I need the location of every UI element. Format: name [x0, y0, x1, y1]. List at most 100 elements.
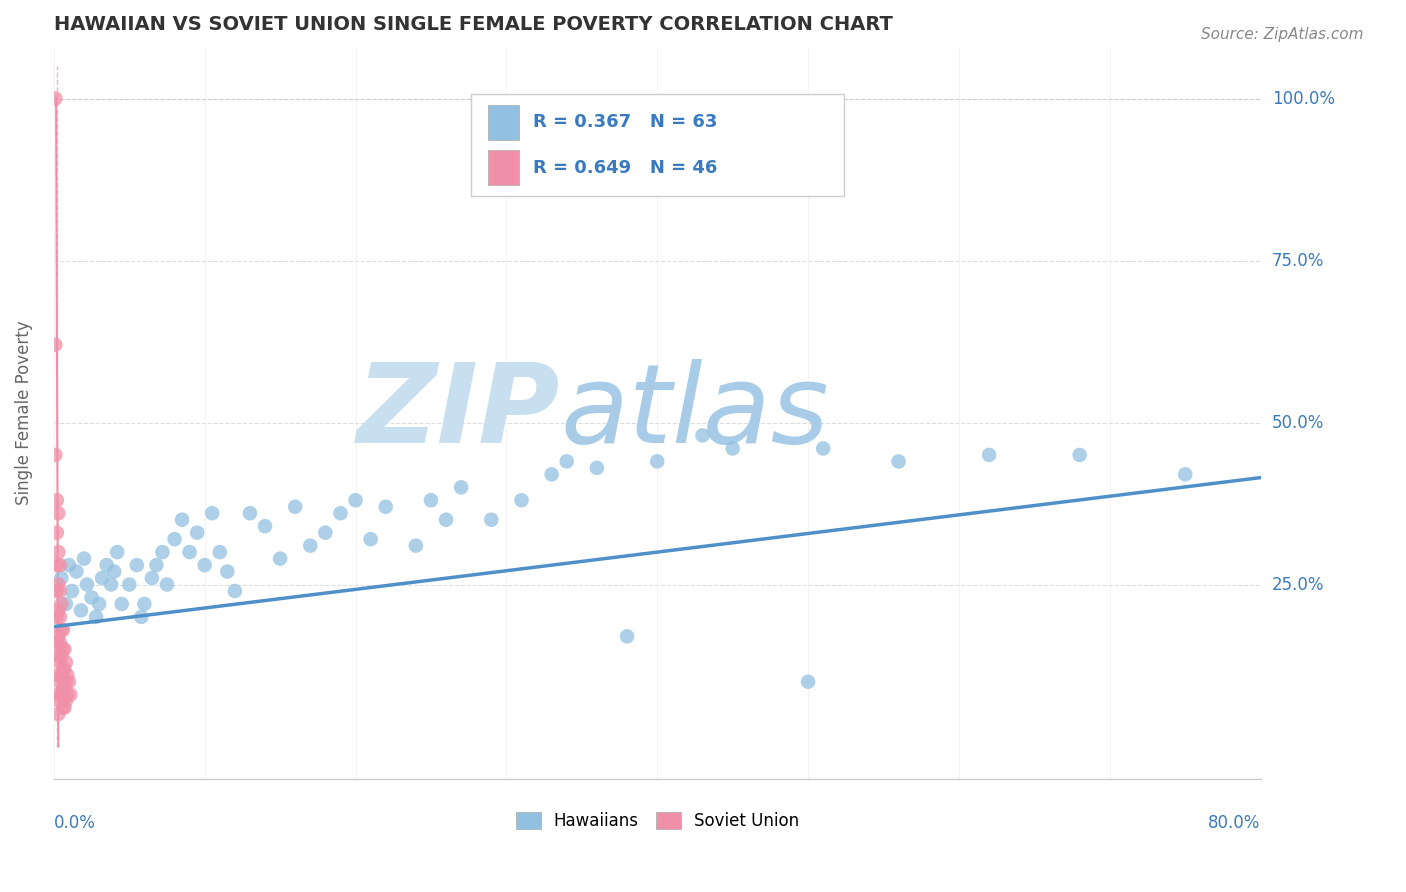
Point: [55, 597, 77, 611]
Point: [48, 668, 70, 682]
Point: [141, 571, 163, 585]
Point: [217, 565, 239, 579]
Legend: Hawaiians, Soviet Union: Hawaiians, Soviet Union: [509, 805, 806, 837]
Point: [510, 493, 533, 508]
Point: [797, 674, 820, 689]
Text: 0.0%: 0.0%: [53, 814, 96, 831]
Point: [586, 461, 609, 475]
Point: [58, 674, 80, 689]
Text: HAWAIIAN VS SOVIET UNION SINGLE FEMALE POVERTY CORRELATION CHART: HAWAIIAN VS SOVIET UNION SINGLE FEMALE P…: [53, 15, 893, 34]
Point: [692, 428, 714, 442]
Point: [76, 577, 98, 591]
Point: [49, 694, 72, 708]
Point: [405, 539, 427, 553]
Text: R = 0.367   N = 63: R = 0.367 N = 63: [533, 113, 717, 131]
Point: [360, 532, 382, 546]
Point: [51, 623, 73, 637]
Point: [52, 700, 75, 714]
Point: [269, 551, 291, 566]
Point: [105, 545, 128, 559]
Point: [59, 688, 82, 702]
Point: [51, 648, 73, 663]
Point: [48, 577, 70, 591]
Point: [134, 597, 156, 611]
Point: [45, 525, 67, 540]
Point: [49, 584, 72, 599]
Point: [51, 668, 73, 682]
Point: [53, 662, 76, 676]
Point: [49, 655, 72, 669]
Point: [239, 506, 262, 520]
Point: [45, 558, 67, 572]
Point: [616, 629, 638, 643]
Point: [53, 642, 76, 657]
Point: [51, 597, 73, 611]
Point: [48, 545, 70, 559]
Point: [48, 629, 70, 643]
Point: [314, 525, 336, 540]
Point: [51, 688, 73, 702]
Point: [479, 513, 502, 527]
Point: [51, 571, 73, 585]
Point: [131, 610, 153, 624]
Point: [194, 558, 217, 572]
Text: ZIP: ZIP: [357, 359, 561, 467]
Point: [540, 467, 562, 482]
Point: [49, 636, 72, 650]
Point: [58, 558, 80, 572]
Point: [48, 603, 70, 617]
Point: [170, 513, 193, 527]
Point: [44, 91, 66, 105]
Point: [163, 532, 186, 546]
Point: [45, 636, 67, 650]
Point: [284, 500, 307, 514]
Point: [55, 655, 77, 669]
Point: [374, 500, 396, 514]
Point: [52, 623, 75, 637]
Point: [56, 668, 79, 682]
Text: R = 0.649   N = 46: R = 0.649 N = 46: [533, 159, 717, 177]
Point: [48, 707, 70, 722]
Point: [49, 674, 72, 689]
Point: [56, 688, 79, 702]
Point: [555, 454, 578, 468]
Point: [55, 694, 77, 708]
Point: [344, 493, 367, 508]
Point: [224, 584, 246, 599]
Point: [721, 442, 744, 456]
Text: atlas: atlas: [561, 359, 830, 467]
Point: [80, 591, 103, 605]
Point: [103, 565, 125, 579]
Point: [48, 688, 70, 702]
Point: [887, 454, 910, 468]
Y-axis label: Single Female Poverty: Single Female Poverty: [15, 320, 32, 505]
Point: [201, 506, 224, 520]
Point: [48, 506, 70, 520]
Point: [91, 571, 114, 585]
Point: [45, 584, 67, 599]
Point: [53, 700, 76, 714]
Point: [52, 681, 75, 696]
Point: [118, 577, 141, 591]
Point: [179, 545, 201, 559]
Point: [100, 577, 122, 591]
Point: [44, 337, 66, 351]
Text: 25.0%: 25.0%: [1272, 575, 1324, 593]
Point: [60, 584, 83, 599]
Text: 80.0%: 80.0%: [1208, 814, 1261, 831]
Text: 50.0%: 50.0%: [1272, 414, 1324, 432]
Point: [1069, 448, 1091, 462]
Point: [45, 610, 67, 624]
Point: [253, 519, 276, 533]
Point: [96, 558, 118, 572]
Point: [977, 448, 1000, 462]
Point: [73, 551, 96, 566]
Point: [44, 448, 66, 462]
Text: 75.0%: 75.0%: [1272, 252, 1324, 269]
Point: [156, 577, 179, 591]
Point: [434, 513, 457, 527]
Point: [45, 493, 67, 508]
Point: [49, 558, 72, 572]
Point: [125, 558, 148, 572]
Point: [52, 662, 75, 676]
